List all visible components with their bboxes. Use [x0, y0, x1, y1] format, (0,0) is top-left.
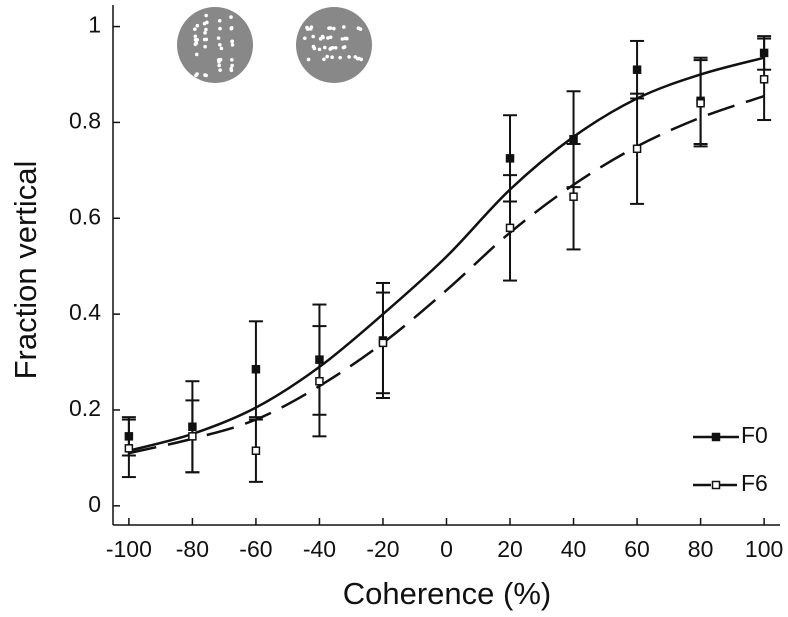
stimulus-dot — [203, 31, 207, 35]
legend-label: F6 — [741, 470, 768, 496]
stimulus-dot — [202, 37, 207, 42]
stimulus-dot — [326, 36, 330, 40]
stimulus-dot — [229, 68, 234, 73]
stimulus-dot — [195, 23, 200, 28]
point — [251, 364, 261, 374]
stimulus-dot — [204, 73, 208, 78]
y-tick-label: 1 — [88, 12, 101, 38]
stimulus-dot — [320, 34, 325, 39]
stimulus-dot — [218, 68, 222, 72]
x-tick-label: 100 — [745, 536, 783, 562]
stimulus-dot — [219, 46, 224, 51]
stimulus-dot — [327, 26, 331, 30]
stimulus-dot — [338, 55, 342, 60]
x-tick-label: -40 — [303, 536, 336, 562]
point — [632, 65, 642, 74]
point — [124, 444, 134, 453]
stimulus-dot — [229, 26, 234, 30]
x-tick-label: 20 — [497, 536, 523, 562]
x-tick-label: -60 — [239, 536, 272, 562]
y-tick-label: 0.8 — [69, 107, 101, 133]
y-tick-label: 0.2 — [69, 395, 101, 421]
stimulus-dot — [193, 42, 198, 47]
stimulus-dot — [217, 18, 222, 23]
stimulus-dot — [216, 58, 221, 62]
stimulus-dot — [204, 13, 208, 18]
stimulus-dot — [356, 26, 361, 31]
stimulus-dot — [340, 37, 345, 41]
point — [696, 98, 705, 108]
stimulus-dot — [325, 54, 329, 59]
stimulus-dot — [342, 25, 346, 29]
stimulus-dot — [312, 46, 317, 51]
point — [378, 338, 388, 348]
stimulus-dot — [230, 43, 235, 47]
stimulus-dot — [332, 26, 336, 31]
stimulus-dot — [230, 39, 234, 44]
stimulus-dot — [322, 57, 326, 62]
fit-curve — [128, 56, 765, 452]
stimulus-dot — [193, 27, 197, 31]
stimulus-dot — [194, 52, 199, 57]
stimulus-dot — [311, 34, 316, 39]
point — [315, 376, 324, 386]
legend-marker — [711, 432, 721, 442]
stimulus-dot — [347, 55, 351, 59]
stimulus-dot — [341, 45, 346, 50]
stimulus-dot — [328, 35, 333, 39]
point — [569, 192, 578, 201]
stimulus-dot — [308, 27, 313, 31]
point — [188, 432, 197, 441]
stimulus-dot — [230, 63, 234, 68]
legend-label: F0 — [741, 422, 768, 448]
stimulus-dot — [306, 57, 311, 62]
x-tick-label: 80 — [688, 536, 714, 562]
point — [632, 144, 642, 154]
x-tick-label: -20 — [366, 536, 399, 562]
stimulus-dot — [333, 45, 338, 50]
stimulus-dot — [216, 36, 221, 40]
stimulus-dot — [203, 44, 207, 49]
stimulus-dot — [205, 20, 209, 25]
stimulus-dot — [194, 73, 198, 78]
y-tick-label: 0.6 — [69, 203, 101, 229]
stimulus-dot — [193, 38, 198, 42]
x-tick-label: 40 — [561, 536, 587, 562]
stimulus-vertical — [177, 7, 253, 83]
y-axis-label: Fraction vertical — [8, 161, 43, 380]
x-tick-label: -100 — [106, 536, 152, 562]
point — [569, 134, 578, 144]
point — [759, 75, 769, 84]
stimulus-dot — [229, 15, 233, 19]
point — [251, 446, 261, 455]
y-tick-label: 0.4 — [69, 299, 101, 325]
stimulus-dot — [217, 63, 221, 68]
y-tick-label: 0 — [88, 491, 101, 517]
stimulus-dot — [317, 47, 322, 52]
fit-curve — [128, 94, 765, 455]
stimulus-dot — [218, 42, 222, 47]
stimulus-dot — [218, 26, 222, 31]
stimulus-dot — [323, 45, 327, 50]
stimulus-dot — [329, 46, 334, 50]
stimulus-horizontal — [296, 7, 372, 83]
stimulus-dot — [230, 58, 234, 62]
stimulus-dot — [305, 27, 310, 31]
x-tick-label: 60 — [624, 536, 650, 562]
stimulus-dot — [345, 36, 349, 41]
x-tick-label: 0 — [440, 536, 453, 562]
stimulus-dot — [330, 55, 334, 60]
x-axis-label: Coherence (%) — [343, 576, 551, 611]
legend-marker — [711, 480, 721, 490]
point — [505, 154, 515, 163]
stimulus-dot — [193, 34, 198, 39]
stimulus-dot — [355, 56, 360, 61]
stimulus-icons — [177, 7, 372, 83]
point — [505, 223, 515, 233]
stimulus-dot — [204, 27, 208, 32]
stimulus-dot — [303, 36, 307, 41]
x-tick-label: -80 — [176, 536, 209, 562]
